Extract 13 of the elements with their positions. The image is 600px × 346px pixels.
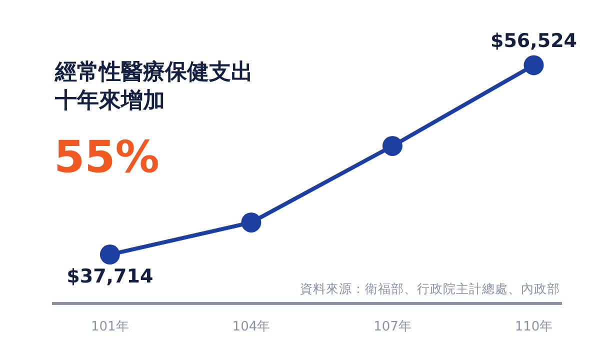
point: [100, 244, 120, 265]
x-tick-label: 107年: [374, 320, 412, 335]
data-label: $37,714: [66, 265, 154, 288]
data-label: $56,524: [490, 30, 578, 52]
x-tick-label: 104年: [232, 320, 270, 335]
annotation: 資料來源：衛福部、行政院主計總處、內政部: [300, 281, 560, 296]
x-tick-label: 101年: [91, 320, 129, 335]
annotation: 55%: [54, 132, 160, 183]
x-tick-label: 110年: [514, 320, 553, 335]
point: [524, 55, 544, 76]
point: [241, 212, 262, 232]
point: [382, 136, 402, 156]
text: 經常性醫療保健支出十年來增加: [54, 59, 253, 114]
